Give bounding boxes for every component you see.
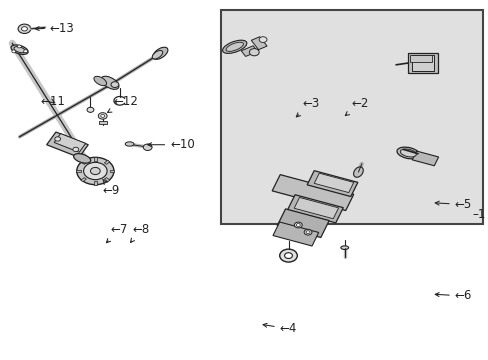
Circle shape: [55, 137, 61, 141]
Bar: [306, 171, 357, 197]
Text: ←4: ←4: [263, 322, 297, 335]
Text: ←11: ←11: [40, 95, 65, 108]
Bar: [314, 173, 353, 193]
Circle shape: [284, 253, 292, 258]
Bar: [81, 177, 86, 182]
Text: ←8: ←8: [130, 223, 149, 242]
Bar: [272, 175, 353, 211]
Bar: [94, 181, 97, 185]
Bar: [94, 157, 97, 161]
Bar: [287, 195, 343, 223]
Circle shape: [98, 113, 107, 119]
Circle shape: [87, 107, 94, 112]
Circle shape: [304, 229, 311, 235]
Ellipse shape: [396, 147, 419, 159]
Text: ←12: ←12: [107, 95, 138, 112]
Circle shape: [77, 157, 114, 185]
Circle shape: [143, 144, 152, 150]
Circle shape: [18, 24, 31, 33]
Circle shape: [101, 114, 104, 117]
Bar: [241, 46, 257, 57]
Text: ←5: ←5: [434, 198, 471, 211]
Ellipse shape: [14, 46, 25, 53]
Bar: [76, 170, 81, 172]
Ellipse shape: [101, 76, 119, 89]
Bar: [109, 170, 114, 172]
Text: ←9: ←9: [102, 179, 120, 197]
Text: ←3: ←3: [296, 97, 319, 117]
Text: ←2: ←2: [345, 97, 368, 116]
Bar: [411, 55, 433, 71]
Ellipse shape: [11, 45, 28, 54]
Circle shape: [305, 231, 309, 234]
Circle shape: [111, 82, 119, 87]
Circle shape: [294, 222, 302, 228]
Text: ←7: ←7: [106, 223, 128, 243]
Circle shape: [83, 162, 107, 180]
Ellipse shape: [222, 40, 246, 53]
Bar: [409, 55, 430, 62]
Ellipse shape: [225, 42, 243, 51]
Bar: [294, 197, 338, 219]
Circle shape: [73, 147, 79, 152]
Bar: [104, 177, 110, 182]
Bar: [99, 121, 106, 124]
Ellipse shape: [125, 142, 134, 146]
Ellipse shape: [340, 246, 348, 249]
Bar: [251, 37, 266, 50]
Ellipse shape: [152, 50, 163, 59]
Ellipse shape: [153, 47, 167, 59]
Circle shape: [249, 49, 259, 56]
Ellipse shape: [353, 167, 363, 177]
Circle shape: [90, 167, 100, 175]
Bar: [81, 160, 86, 165]
Bar: [411, 151, 438, 166]
Ellipse shape: [73, 154, 91, 163]
Text: ←13: ←13: [35, 22, 75, 35]
Text: ←10: ←10: [147, 138, 195, 151]
Bar: [272, 222, 318, 246]
Ellipse shape: [400, 149, 415, 157]
Circle shape: [296, 224, 300, 226]
Text: –1: –1: [472, 208, 485, 221]
Text: ←6: ←6: [434, 289, 471, 302]
Bar: [277, 209, 328, 238]
Circle shape: [21, 27, 27, 31]
Bar: [221, 10, 482, 224]
Circle shape: [12, 50, 16, 53]
Bar: [47, 132, 88, 157]
Circle shape: [18, 45, 21, 48]
Bar: [104, 160, 110, 165]
Bar: [407, 53, 437, 73]
Bar: [54, 134, 85, 152]
Ellipse shape: [94, 76, 106, 86]
Circle shape: [279, 249, 297, 262]
Circle shape: [259, 37, 266, 42]
Circle shape: [23, 50, 27, 53]
